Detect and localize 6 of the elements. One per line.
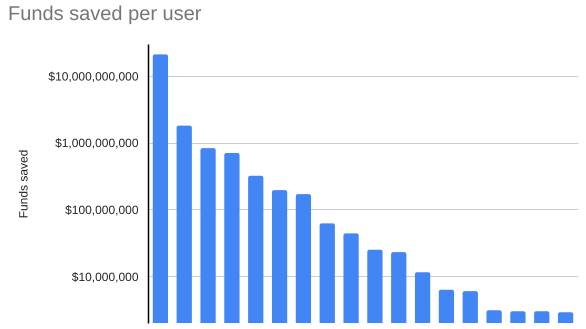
y-tick-label: $1,000,000,000 (55, 136, 139, 150)
chart-title: Funds saved per user (8, 3, 202, 25)
y-axis-title: Funds saved (16, 150, 30, 218)
y-tick-label: $10,000,000 (72, 270, 139, 284)
y-tick-label: $10,000,000,000 (48, 69, 139, 84)
y-tick-label: $100,000,000 (65, 202, 139, 217)
